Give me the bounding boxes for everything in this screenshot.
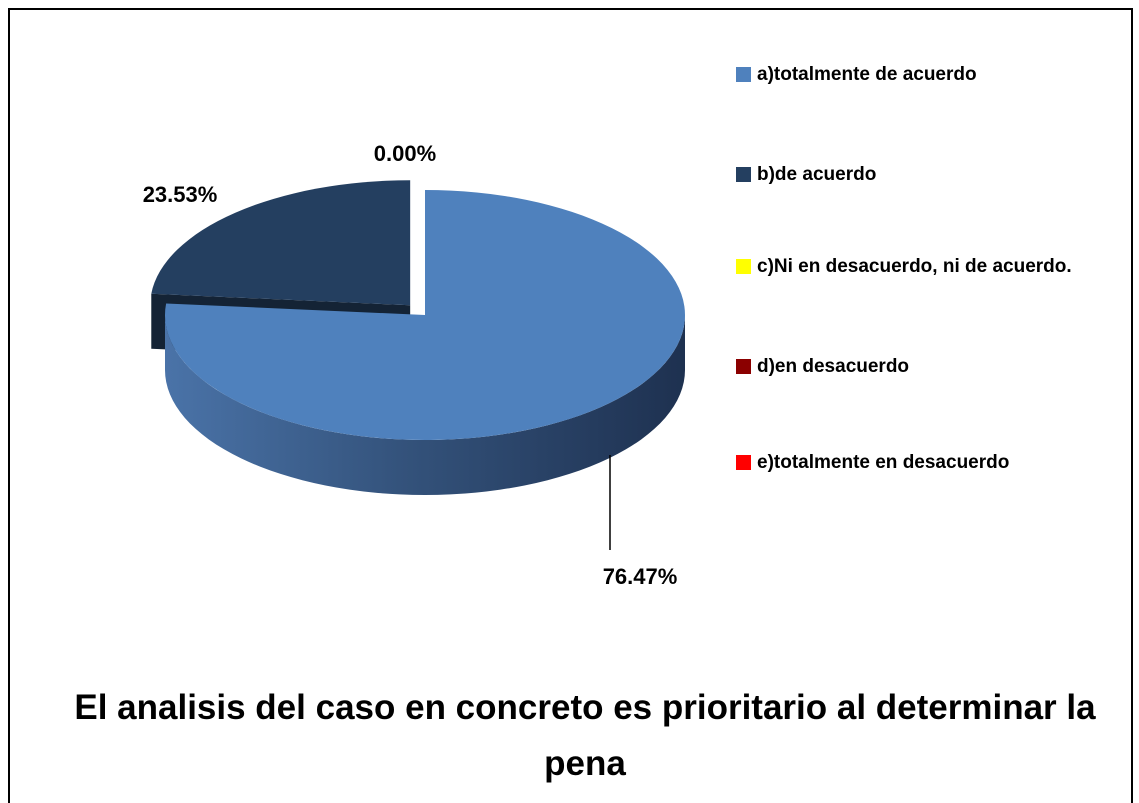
data-label: 76.47%: [603, 564, 678, 589]
legend-label: d)en desacuerdo: [757, 356, 910, 377]
legend-swatch: [736, 455, 751, 470]
legend-swatch: [736, 67, 751, 82]
slice: [165, 190, 685, 440]
legend-item: d)en desacuerdo: [736, 354, 1072, 381]
legend-item: c)Ni en desacuerdo, ni de acuerdo.: [736, 254, 1072, 281]
slice-tops: [151, 180, 685, 440]
chart-frame: [8, 8, 1133, 803]
slice-wall: [165, 315, 685, 495]
legend-item: e)totalmente en desacuerdo: [736, 450, 1072, 477]
slice-walls: [165, 315, 685, 495]
legend-item: a)totalmente de acuerdo: [736, 62, 1072, 89]
slice: [151, 180, 411, 306]
legend-swatch: [736, 359, 751, 374]
legend-label: e)totalmente en desacuerdo: [757, 452, 1010, 473]
legend-swatch: [736, 167, 751, 182]
chart-title: El analisis del caso en concreto es prio…: [74, 688, 1096, 783]
legend-label: b)de acuerdo: [757, 164, 877, 185]
legend-label: c)Ni en desacuerdo, ni de acuerdo.: [757, 256, 1072, 277]
legend-label: a)totalmente de acuerdo: [757, 64, 977, 85]
data-label: 23.53%: [143, 182, 218, 207]
legend-swatch: [736, 259, 751, 274]
data-label: 0.00%: [374, 141, 436, 166]
legend-item: b)de acuerdo: [736, 162, 1072, 189]
